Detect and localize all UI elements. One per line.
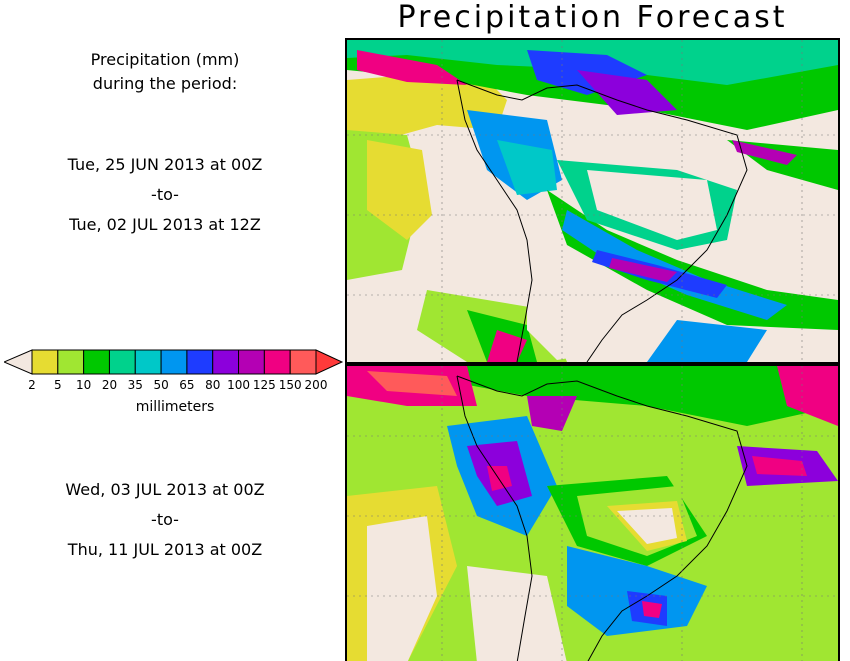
colorbar-swatch bbox=[108, 349, 136, 375]
period-1-label: Tue, 25 JUN 2013 at 00Z -to- Tue, 02 JUL… bbox=[20, 150, 310, 240]
legend-heading-line-1: Precipitation (mm) bbox=[90, 50, 240, 69]
period-1-separator: -to- bbox=[151, 185, 179, 204]
period-2-separator: -to- bbox=[151, 510, 179, 529]
period-2-end: Thu, 11 JUL 2013 at 00Z bbox=[67, 540, 263, 559]
colorbar-swatch bbox=[57, 349, 85, 375]
colorbar-swatch bbox=[186, 349, 214, 375]
page-title: Precipitation Forecast bbox=[397, 0, 788, 35]
colorbar-tick-label: 20 bbox=[101, 378, 118, 392]
colorbar-swatch bbox=[238, 349, 265, 375]
colorbar-unit: millimeters bbox=[135, 399, 215, 415]
map-1-precip-fields bbox=[347, 40, 838, 362]
colorbar-above-arrow bbox=[315, 349, 344, 375]
colorbar-swatch bbox=[160, 349, 188, 375]
colorbar-tick-label: 65 bbox=[179, 378, 195, 392]
colorbar-swatch bbox=[212, 349, 240, 375]
map-2-coastline bbox=[456, 375, 748, 661]
colorbar-tick-label: 35 bbox=[127, 378, 143, 392]
colorbar-tick-label: 80 bbox=[205, 378, 221, 392]
colorbar-tick-label: 200 bbox=[304, 378, 328, 392]
colorbar-ticks: 2 5 10 20 35 50 65 80 100 125 150 200 bbox=[4, 378, 344, 394]
colorbar-tick-label: 150 bbox=[278, 378, 302, 392]
colorbar-swatch bbox=[134, 349, 162, 375]
period-2-label: Wed, 03 JUL 2013 at 00Z -to- Thu, 11 JUL… bbox=[20, 475, 310, 565]
map-1-grid bbox=[347, 40, 838, 362]
colorbar-swatch bbox=[83, 349, 110, 375]
colorbar bbox=[4, 349, 344, 375]
colorbar-tick-label: 50 bbox=[153, 378, 169, 392]
colorbar-tick-label: 10 bbox=[75, 378, 92, 392]
map-2-grid bbox=[347, 366, 838, 661]
map-1-canvas bbox=[347, 40, 838, 362]
period-1-start: Tue, 25 JUN 2013 at 00Z bbox=[67, 155, 263, 174]
colorbar-tick-label: 125 bbox=[252, 378, 276, 392]
colorbar-swatch bbox=[289, 349, 317, 375]
colorbar-tick-label: 100 bbox=[227, 378, 250, 392]
legend-heading-line-2: during the period: bbox=[92, 74, 238, 93]
legend-heading: Precipitation (mm) during the period: bbox=[20, 48, 310, 96]
colorbar-swatch bbox=[31, 349, 59, 375]
forecast-map-period-1 bbox=[345, 38, 840, 364]
forecast-map-period-2 bbox=[345, 364, 840, 661]
period-2-start: Wed, 03 JUL 2013 at 00Z bbox=[65, 480, 265, 499]
colorbar-swatch bbox=[263, 349, 291, 375]
map-2-canvas bbox=[347, 366, 838, 661]
colorbar-below-arrow bbox=[4, 349, 33, 375]
colorbar-tick-label: 5 bbox=[53, 378, 62, 392]
period-1-end: Tue, 02 JUL 2013 at 12Z bbox=[69, 215, 261, 234]
colorbar-tick-label: 2 bbox=[28, 378, 36, 392]
map-2-precip-fields bbox=[347, 366, 838, 661]
